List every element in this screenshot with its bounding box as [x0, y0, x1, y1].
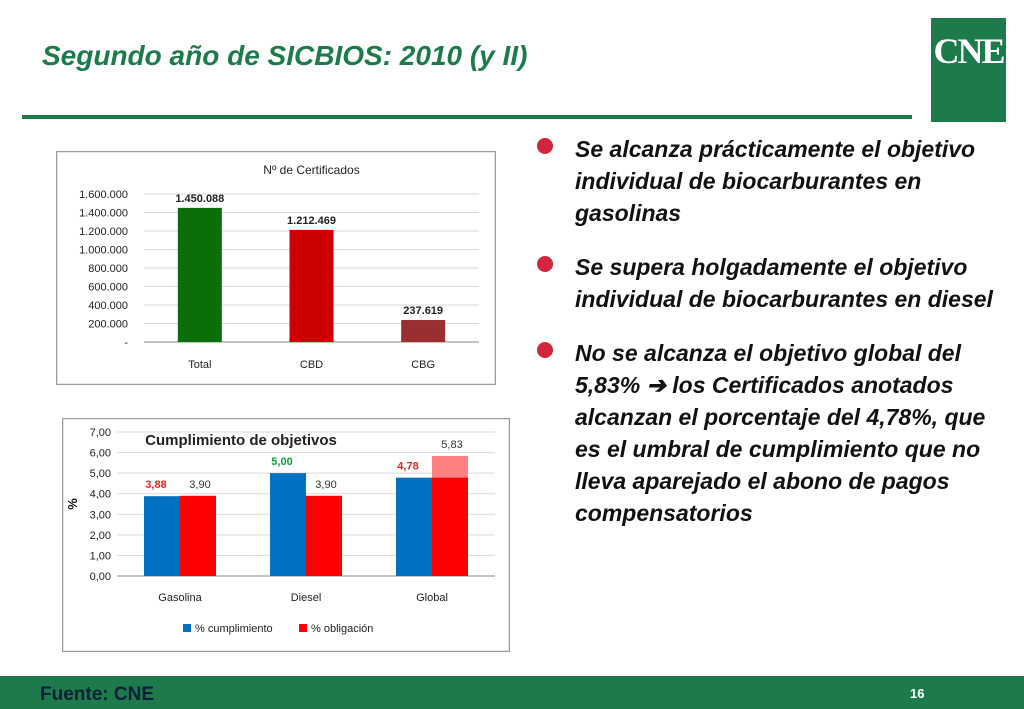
y-tick-label: 6,00 [90, 448, 111, 460]
compliance-chart-svg: 0,00 1,00 2,00 3,00 4,00 5,00 6,00 7,00% Cumplim… [65, 427, 495, 635]
page-number: 16 [910, 686, 925, 701]
y-tick-label: 7,00 [90, 427, 111, 439]
bullet-dot-icon [537, 138, 553, 154]
bar-cumplimiento [396, 477, 432, 576]
bullet-text: Se supera holgadamente el objetivo indiv… [575, 254, 993, 312]
y-tick-label: 800.000 [88, 263, 128, 275]
bar-value-label: 4,78 [397, 461, 418, 473]
y-axis-label: % [65, 498, 80, 510]
x-tick-label: Total [188, 359, 211, 371]
bar [177, 207, 222, 342]
legend-label: % obligación [311, 623, 373, 635]
bar-value-label: 3,88 [145, 479, 166, 491]
bullet-dot-icon [537, 256, 553, 272]
x-tick-label: CBD [300, 359, 323, 371]
bullet-list: Se alcanza prácticamente el objetivo ind… [535, 133, 995, 529]
legend-swatch [299, 624, 307, 632]
bar-cumplimiento [144, 496, 180, 576]
y-tick-label: 200.000 [88, 319, 128, 331]
y-tick-label: 400.000 [88, 300, 128, 312]
gap-highlight [432, 456, 468, 478]
x-tick-label: Gasolina [158, 592, 202, 604]
bar-value-label: 237.619 [403, 305, 443, 317]
y-tick-label: 1,00 [90, 550, 111, 562]
chart-title: Cumplimiento de objetivos [145, 432, 337, 449]
x-tick-label: Diesel [291, 592, 322, 604]
chart-title: Nº de Certificados [263, 163, 359, 177]
bullet-item: Se supera holgadamente el objetivo indiv… [535, 251, 995, 315]
certificates-chart-svg: Nº de Certificados - 200.000 400.000 600.000… [79, 163, 479, 371]
bar-value-label: 5,00 [271, 456, 292, 468]
bar [401, 320, 446, 342]
slide-title: Segundo año de SICBIOS: 2010 (y II) [42, 40, 528, 71]
bullet-text: No se alcanza el objetivo global del 5,8… [575, 340, 986, 526]
bar-value-label: 3,90 [189, 479, 210, 491]
bullet-dot-icon [537, 342, 553, 358]
x-tick-label: CBG [411, 359, 435, 371]
bullet-text: Se alcanza prácticamente el objetivo ind… [575, 136, 976, 226]
bar-value-label: 1.212.469 [287, 215, 336, 227]
y-tick-label: 0,00 [90, 571, 111, 583]
y-tick-label: 1.400.000 [79, 208, 128, 220]
y-tick-label: 3,00 [90, 509, 111, 521]
y-tick-label: 1.000.000 [79, 245, 128, 257]
bar-value-label: 1.450.088 [175, 193, 224, 205]
bar [289, 229, 334, 342]
bar-cumplimiento [270, 473, 306, 576]
bar-value-label: 3,90 [315, 479, 336, 491]
footer-source: Fuente: CNE [40, 684, 154, 705]
bar-obligacion [180, 495, 216, 576]
bullet-item: No se alcanza el objetivo global del 5,8… [535, 337, 995, 529]
bar-value-label: 5,83 [441, 439, 462, 451]
cne-logo: CNE [931, 18, 1006, 122]
legend-swatch [183, 624, 191, 632]
x-tick-label: Global [416, 592, 448, 604]
compliance-chart: 0,00 1,00 2,00 3,00 4,00 5,00 6,00 7,00% Cumplim… [62, 418, 510, 652]
certificates-chart: Nº de Certificados - 200.000 400.000 600.000… [56, 151, 496, 385]
y-tick-label: 5,00 [90, 468, 111, 480]
y-tick-label: 1.200.000 [79, 226, 128, 238]
y-tick-label: 600.000 [88, 282, 128, 294]
footer-bar: Fuente: CNE 16 [0, 676, 1024, 709]
y-tick-label: - [124, 337, 128, 349]
bar-obligacion [306, 495, 342, 576]
y-tick-label: 1.600.000 [79, 189, 128, 201]
y-tick-label: 2,00 [90, 530, 111, 542]
title-divider [22, 115, 912, 119]
legend-label: % cumplimiento [195, 623, 273, 635]
y-tick-label: 4,00 [90, 489, 111, 501]
bullet-item: Se alcanza prácticamente el objetivo ind… [535, 133, 995, 229]
